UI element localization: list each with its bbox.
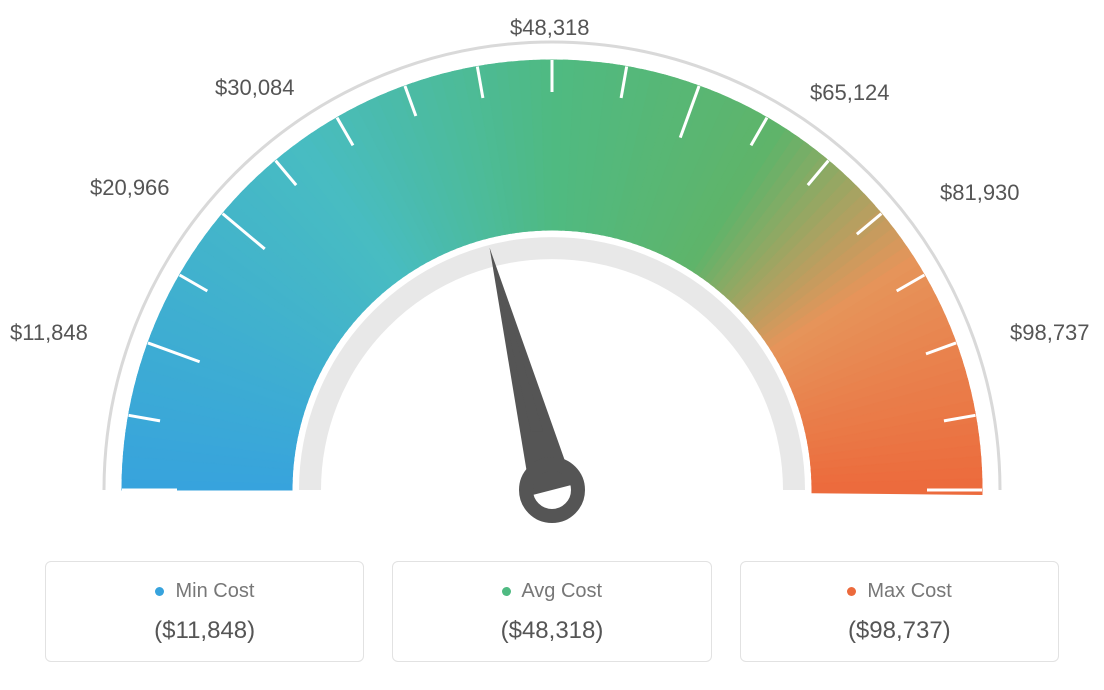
cost-gauge-container: $11,848 $20,966 $30,084 $48,318 $65,124 $81,9… (0, 0, 1104, 690)
legend-title-text: Avg Cost (521, 580, 602, 602)
dot-icon (502, 587, 511, 596)
legend-value-max: ($98,737) (751, 617, 1048, 645)
gauge-chart: $11,848 $20,966 $30,084 $48,318 $65,124 $81,9… (0, 0, 1104, 560)
gauge-tick-label: $48,318 (510, 15, 590, 41)
gauge-tick-label: $30,084 (215, 75, 295, 101)
gauge-tick-label: $20,966 (90, 175, 170, 201)
legend-value-min: ($11,848) (56, 617, 353, 645)
gauge-tick-label: $65,124 (810, 80, 890, 106)
legend-title-text: Max Cost (867, 580, 951, 602)
dot-icon (847, 587, 856, 596)
legend-title-max: Max Cost (751, 580, 1048, 603)
legend-title-avg: Avg Cost (403, 580, 700, 603)
gauge-tick-label: $11,848 (10, 320, 88, 346)
dot-icon (155, 587, 164, 596)
gauge-svg (0, 0, 1104, 560)
legend-value-avg: ($48,318) (403, 617, 700, 645)
gauge-tick-label: $81,930 (940, 180, 1020, 206)
legend-title-min: Min Cost (56, 580, 353, 603)
legend-card-min: Min Cost ($11,848) (45, 561, 364, 662)
legend-card-avg: Avg Cost ($48,318) (392, 561, 711, 662)
gauge-tick-label: $98,737 (1010, 320, 1090, 346)
legend-title-text: Min Cost (175, 580, 254, 602)
legend-card-max: Max Cost ($98,737) (740, 561, 1059, 662)
legend-row: Min Cost ($11,848) Avg Cost ($48,318) Ma… (45, 561, 1059, 662)
